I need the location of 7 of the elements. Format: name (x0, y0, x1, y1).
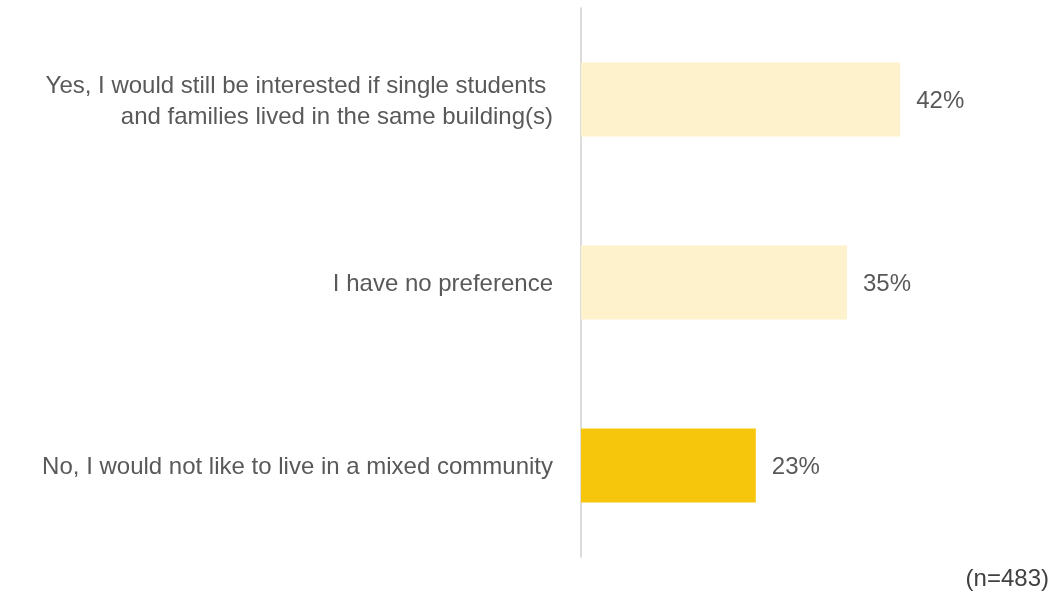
data-label: 23% (771, 452, 820, 479)
y-tick-label: No, I would not like to live in a mixed community (42, 452, 553, 479)
y-tick-label: I have no preference (332, 269, 553, 296)
text: (n=483) (965, 563, 1049, 591)
data-label: 35% (863, 269, 912, 296)
data-label: 42% (916, 86, 965, 113)
y-tick-label: Yes, I would still be interested if single students and families lived in the same building(s) (45, 70, 553, 129)
